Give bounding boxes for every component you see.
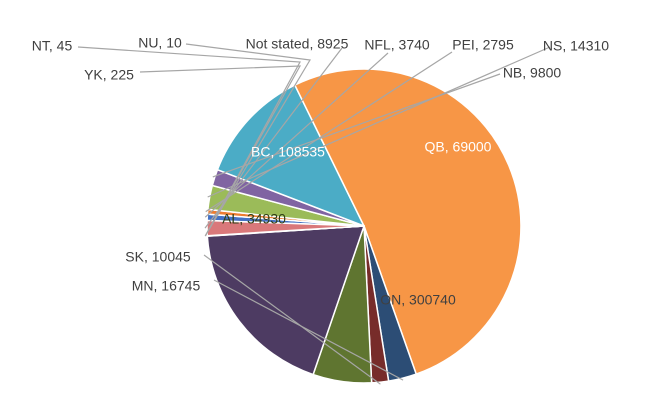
data-label-mn: MN, 16745 (132, 278, 201, 294)
leader-lines (77, 43, 551, 385)
data-label-not-stated: Not stated, 8925 (246, 36, 349, 52)
leader-nb (212, 73, 501, 178)
data-label-nfl: NFL, 3740 (364, 37, 430, 53)
data-label-nb: NB, 9800 (503, 65, 562, 81)
slice-not-stated (206, 219, 365, 237)
leader-nt (77, 46, 301, 237)
leader-mn (213, 279, 404, 381)
data-label-on: ON, 300740 (380, 292, 456, 308)
data-label-qb: QB, 69000 (425, 139, 492, 155)
pie-slices (206, 68, 522, 384)
leader-nfl (204, 52, 389, 218)
data-label-pei: PEI, 2795 (452, 37, 514, 53)
leader-sk (203, 254, 381, 385)
leader-yk (139, 65, 302, 237)
leader-pei (205, 51, 453, 213)
data-label-nu: NU, 10 (138, 35, 182, 51)
data-label-sk: SK, 10045 (125, 249, 191, 265)
leader-ns (207, 46, 551, 198)
data-labels: NFL, 3740 PEI, 2795 NS, 14310 NB, 9800 QB, 6… (32, 35, 610, 308)
slice-qb (216, 84, 366, 228)
slice-bc (206, 225, 366, 376)
leader-nu (185, 43, 311, 237)
data-label-bc: BC, 108535 (251, 144, 325, 160)
slice-on (293, 68, 522, 376)
data-label-nt: NT, 45 (32, 38, 73, 54)
data-label-al: AL, 34930 (222, 211, 286, 227)
leader-not-stated (204, 47, 343, 229)
data-label-ns: NS, 14310 (543, 38, 609, 54)
data-label-yk: YK, 225 (84, 67, 134, 83)
